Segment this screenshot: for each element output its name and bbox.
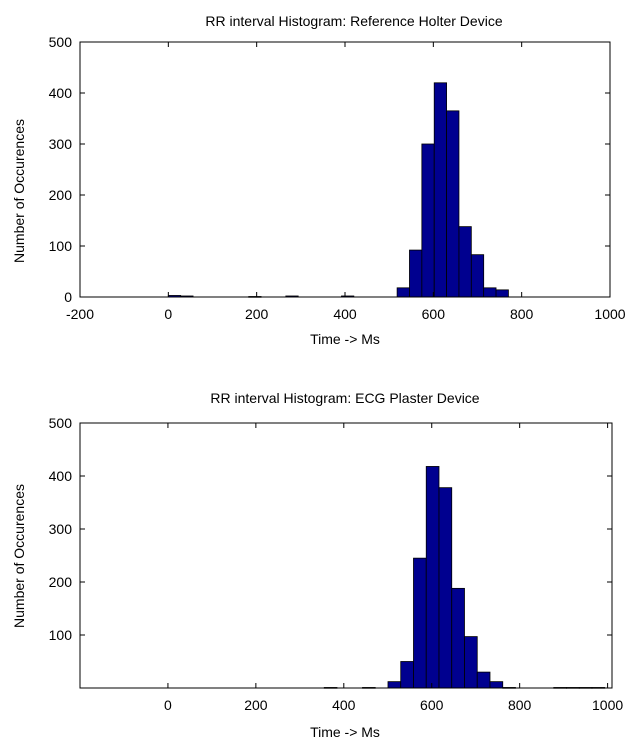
y-tick-label: 400: [49, 468, 73, 484]
histogram-bar: [483, 287, 497, 298]
ticks: 0 200 400 600 800 1000 100 200 300 400 500: [49, 415, 624, 713]
chart-ecg-plaster: RR interval Histogram: ECG Plaster Devic…: [11, 390, 623, 740]
y-axis-label: Number of Occurences: [11, 119, 27, 263]
histogram-bar: [464, 636, 478, 689]
histogram-bar: [470, 254, 485, 298]
x-tick-label: 600: [422, 306, 446, 322]
bars: [167, 82, 509, 298]
chart-title: RR interval Histogram: Reference Holter …: [205, 13, 502, 29]
x-tick-label: 400: [333, 306, 357, 322]
chart-reference-holter: RR interval Histogram: Reference Holter …: [11, 13, 626, 347]
x-tick-label: 1000: [592, 697, 623, 713]
x-tick-label: 400: [332, 697, 356, 713]
x-tick-label: 200: [244, 697, 268, 713]
y-tick-label: 200: [49, 574, 73, 590]
y-tick-label: 400: [49, 85, 73, 101]
histogram-bar: [433, 82, 447, 298]
x-axis-label: Time -> Ms: [310, 331, 380, 347]
histogram-bar: [458, 226, 472, 298]
histogram-bar: [446, 110, 460, 298]
histogram-bar: [400, 661, 414, 689]
chart-title: RR interval Histogram: ECG Plaster Devic…: [210, 390, 479, 406]
histogram-bar: [421, 143, 435, 298]
histogram-bar: [489, 681, 504, 689]
x-tick-label: 0: [164, 697, 172, 713]
x-tick-label: 0: [164, 306, 172, 322]
x-tick-label: 1000: [594, 306, 625, 322]
y-tick-label: 0: [64, 289, 72, 305]
y-tick-label: 200: [49, 187, 73, 203]
histogram-bar: [396, 287, 410, 298]
y-tick-label: 500: [49, 34, 73, 50]
bars: [323, 466, 606, 689]
y-axis-label: Number of Occurences: [11, 484, 27, 628]
histogram-bar: [438, 487, 453, 689]
y-tick-label: 300: [49, 521, 73, 537]
histogram-bar: [476, 671, 491, 689]
x-tick-label: 800: [508, 697, 532, 713]
histogram-bar: [409, 249, 423, 298]
histogram-bar: [451, 587, 465, 689]
x-tick-label: 800: [510, 306, 534, 322]
x-tick-label: 600: [420, 697, 444, 713]
y-tick-label: 100: [49, 238, 73, 254]
histogram-bar: [387, 681, 402, 689]
x-tick-label: -200: [66, 306, 94, 322]
plot-frame: [79, 422, 613, 689]
x-tick-label: 200: [245, 306, 269, 322]
histogram-bar: [425, 466, 440, 689]
x-axis-label: Time -> Ms: [310, 724, 380, 740]
histogram-bar: [413, 557, 427, 689]
y-tick-label: 300: [49, 136, 73, 152]
histogram-bar: [495, 289, 509, 298]
y-tick-label: 100: [49, 627, 73, 643]
plot-frame: [79, 41, 611, 298]
y-tick-label: 500: [49, 415, 73, 431]
